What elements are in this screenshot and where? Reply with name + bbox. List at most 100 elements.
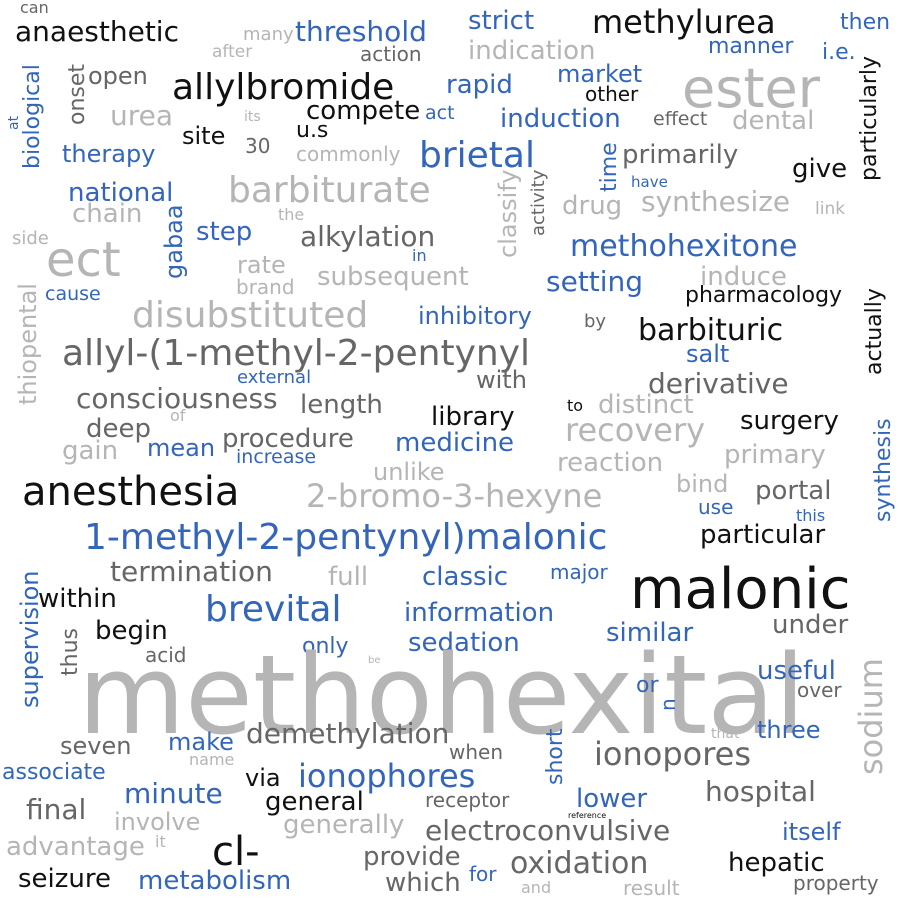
word-procedure: procedure: [222, 424, 354, 454]
word-link: link: [815, 199, 846, 219]
word-gain: gain: [62, 436, 119, 466]
word-action: action: [360, 42, 422, 66]
word-setting: setting: [546, 265, 644, 298]
word-rapid: rapid: [446, 70, 513, 100]
word-oxidation: oxidation: [510, 846, 649, 881]
word-over: over: [797, 678, 842, 702]
word-chain: chain: [72, 199, 143, 229]
word-of: of: [170, 406, 186, 425]
word-seven: seven: [60, 732, 132, 760]
word-portal: portal: [755, 476, 832, 506]
word-sedation: sedation: [408, 628, 520, 658]
word-ionopores: ionopores: [594, 735, 752, 773]
word-termination: termination: [110, 555, 273, 588]
word-medicine: medicine: [395, 428, 515, 458]
word-sodium: sodium: [852, 658, 890, 775]
word-allylbromide: allylbromide: [172, 67, 395, 108]
word-synthesize: synthesize: [641, 185, 791, 218]
word-have: have: [631, 173, 668, 191]
word-reaction: reaction: [557, 448, 664, 478]
word-site: site: [182, 122, 226, 150]
word-methohexital: methohexital: [78, 631, 806, 759]
word-this: this: [796, 506, 826, 525]
word-induce: induce: [700, 262, 787, 292]
word-drug: drug: [562, 191, 623, 221]
word-malonic: malonic: [630, 557, 851, 622]
word-external: external: [237, 367, 312, 388]
word-rate: rate: [237, 251, 286, 279]
word-for: for: [469, 862, 497, 886]
word-primarily: primarily: [622, 140, 739, 170]
word-side: side: [12, 228, 49, 249]
word-ester: ester: [682, 57, 820, 120]
word-receptor: receptor: [425, 788, 510, 812]
word-electroconvulsive: electroconvulsive: [425, 814, 671, 847]
word-via: via: [245, 764, 281, 792]
word-give: give: [792, 154, 848, 184]
word-market: market: [557, 60, 643, 88]
word-length: length: [300, 390, 383, 420]
word-useful: useful: [757, 656, 836, 686]
word-step: step: [196, 217, 253, 247]
word-other: other: [585, 82, 639, 106]
word-i-e: i.e.: [822, 40, 856, 65]
word-unlike: unlike: [373, 458, 445, 486]
word-brand: brand: [236, 275, 295, 299]
word-alkylation: alkylation: [300, 220, 436, 253]
word-2-bromo-3-hexyne: 2-bromo-3-hexyne: [306, 477, 603, 515]
word-derivative: derivative: [648, 367, 789, 400]
word-primary: primary: [724, 440, 826, 470]
word-which: which: [385, 868, 461, 898]
word-demethylation: demethylation: [246, 717, 450, 750]
word-ionophores: ionophores: [298, 757, 476, 795]
word-effect: effect: [653, 108, 708, 130]
word-supervision: supervision: [16, 569, 44, 708]
word-hospital: hospital: [705, 775, 816, 808]
word-gabaa: gabaa: [160, 203, 188, 279]
word-deep: deep: [86, 414, 151, 444]
word-provide: provide: [363, 842, 461, 872]
word-itself: itself: [782, 818, 841, 846]
word-distinct: distinct: [598, 390, 694, 420]
word-1-methyl-2-pentynyl-malonic: 1-methyl-2-pentynyl)malonic: [84, 517, 608, 558]
word-bind: bind: [676, 470, 729, 498]
word-minute: minute: [124, 777, 223, 810]
word-can: can: [20, 0, 49, 17]
word-major: major: [550, 560, 608, 584]
word-urea: urea: [110, 99, 174, 132]
word-acid: acid: [145, 643, 187, 667]
word-use: use: [698, 495, 734, 519]
word-after: after: [212, 42, 253, 62]
word-compete: compete: [306, 96, 421, 126]
word-when: when: [449, 740, 504, 764]
word-salt: salt: [686, 340, 730, 368]
word-act: act: [425, 102, 455, 124]
word-activity: activity: [528, 169, 549, 237]
word-mean: mean: [147, 434, 216, 462]
word-barbituric: barbituric: [638, 313, 784, 348]
word-actually: actually: [862, 287, 887, 375]
word-barbiturate: barbiturate: [228, 170, 431, 211]
word-onset: onset: [65, 63, 90, 126]
word-metabolism: metabolism: [138, 866, 292, 896]
word-classic: classic: [422, 562, 509, 592]
word-time: time: [597, 141, 622, 192]
word-disubstituted: disubstituted: [132, 295, 369, 336]
word-subsequent: subsequent: [317, 262, 469, 292]
word-dental: dental: [732, 106, 815, 136]
word-strict: strict: [468, 6, 535, 36]
word-pharmacology: pharmacology: [685, 283, 843, 308]
word-methohexitone: methohexitone: [570, 229, 798, 264]
word-by: by: [584, 311, 607, 332]
word-thiopental: thiopental: [14, 283, 42, 405]
word-information: information: [404, 598, 555, 628]
word-consciousness: consciousness: [76, 382, 278, 415]
word-indication: indication: [468, 36, 596, 66]
word-three: three: [757, 716, 821, 744]
word-begin: begin: [95, 616, 168, 646]
word-final: final: [26, 793, 87, 826]
word-commonly: commonly: [296, 142, 401, 166]
word-30: 30: [245, 134, 271, 158]
word-lower: lower: [576, 784, 648, 814]
